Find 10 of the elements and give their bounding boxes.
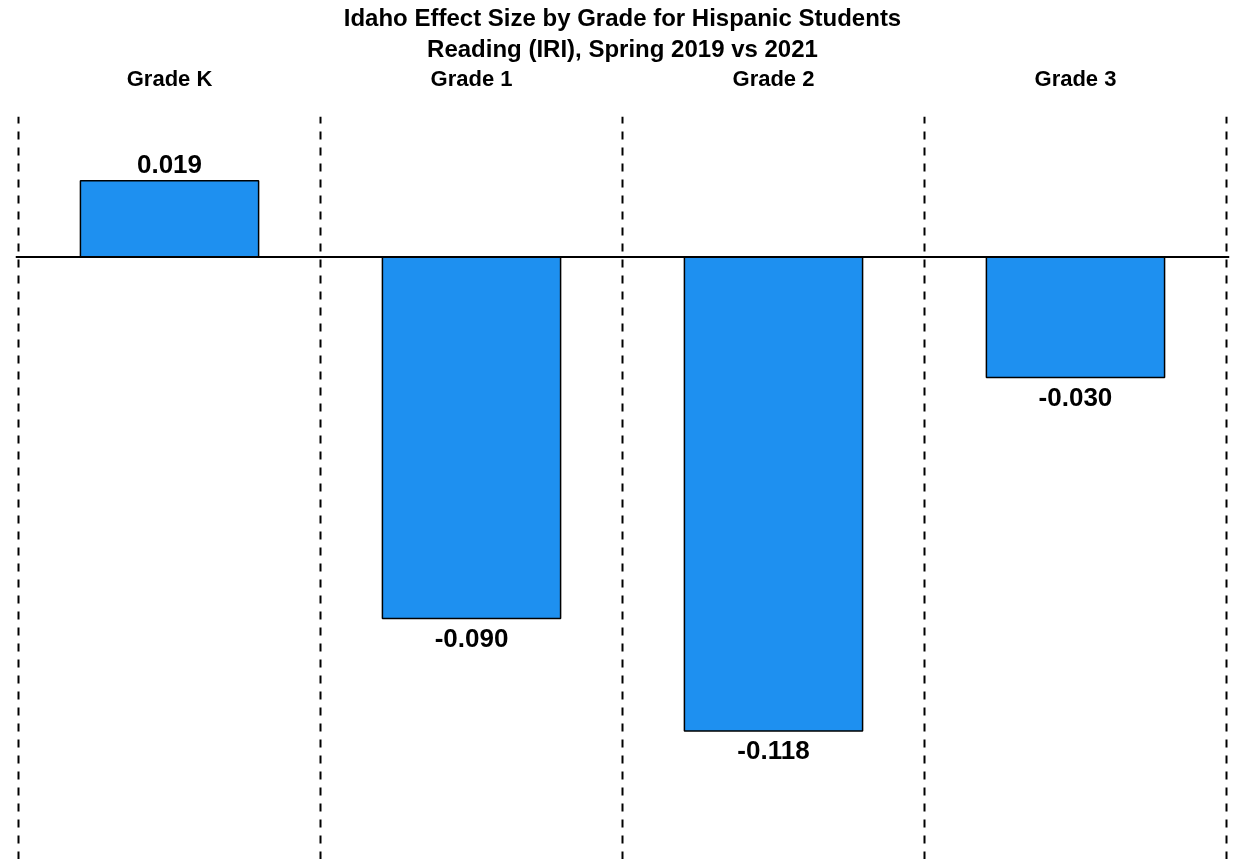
x-tick-label: Grade K <box>126 65 213 91</box>
data-label: 0.019 <box>136 148 203 179</box>
x-tick-label: Grade 3 <box>1034 65 1117 91</box>
data-label: -0.118 <box>737 734 810 765</box>
data-label: -0.030 <box>1038 381 1113 412</box>
x-tick-label: Grade 2 <box>732 65 815 91</box>
chart-subtitle: Reading (IRI), Spring 2019 vs 2021 <box>427 34 818 62</box>
chart-title: Idaho Effect Size by Grade for Hispanic Students <box>343 3 902 31</box>
data-label: -0.090 <box>434 622 509 653</box>
x-tick-label: Grade 1 <box>430 65 513 91</box>
